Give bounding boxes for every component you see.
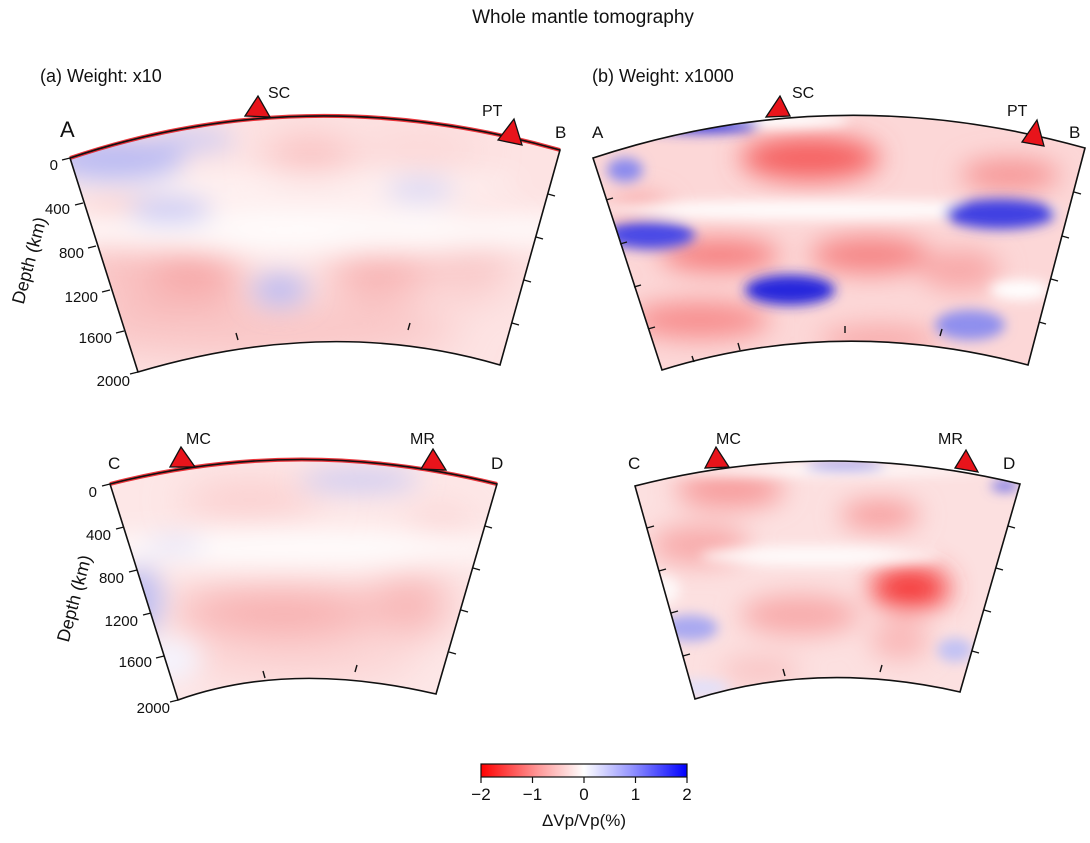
section-a-bottom: MC MR C D 0 400 800 1200 1600 2000 Depth… xyxy=(53,431,503,717)
depth-axis-label: Depth (km) xyxy=(53,553,95,644)
section-end-label: B xyxy=(1069,123,1080,142)
colorbar-tick-label: −2 xyxy=(471,785,490,804)
figure-title: Whole mantle tomography xyxy=(472,7,694,28)
depth-tick-labels: 0 400 800 1200 1600 2000 xyxy=(45,157,130,390)
section-start-label: C xyxy=(628,454,640,473)
panel-label-b: (b) Weight: x1000 xyxy=(592,66,734,86)
depth-tick-label: 1200 xyxy=(105,613,138,630)
depth-axis-label: Depth (km) xyxy=(8,215,50,306)
depth-tick-label: 400 xyxy=(45,201,70,218)
colorbar-tick-label: 0 xyxy=(579,785,588,804)
colorbar-label: ΔVp/Vp(%) xyxy=(542,811,626,830)
depth-tick-label: 1200 xyxy=(65,289,98,306)
depth-tick-label: 0 xyxy=(89,484,97,501)
section-end-label: B xyxy=(555,123,566,142)
station-label: PT xyxy=(482,103,503,120)
station-label: SC xyxy=(792,85,814,102)
section-start-label: A xyxy=(592,123,604,142)
colorbar-tick-label: −1 xyxy=(523,785,542,804)
depth-tick-label: 2000 xyxy=(97,373,130,390)
station-label: MC xyxy=(716,431,741,448)
section-b-top: SC PT A B xyxy=(591,85,1086,371)
station-label: PT xyxy=(1007,103,1028,120)
section-end-label: D xyxy=(1003,454,1015,473)
station-label: MR xyxy=(410,431,435,448)
colorbar-tick-label: 2 xyxy=(682,785,691,804)
depth-tick-label: 800 xyxy=(99,570,124,587)
depth-tick-label: 1600 xyxy=(79,330,112,347)
section-a-top: SC PT A B 0 400 800 1200 1600 2000 Depth… xyxy=(8,85,566,390)
depth-tick-label: 400 xyxy=(86,527,111,544)
station-label: MC xyxy=(186,431,211,448)
station-label: MR xyxy=(938,431,963,448)
section-end-label: D xyxy=(491,454,503,473)
depth-tick-label: 0 xyxy=(50,157,58,174)
depth-tick-labels: 0 400 800 1200 1600 2000 xyxy=(86,484,170,717)
section-b-bottom: MC MR C D xyxy=(628,431,1022,701)
station-label: SC xyxy=(268,85,290,102)
colorbar: −2 −1 0 1 2 ΔVp/Vp(%) xyxy=(471,763,692,830)
depth-tick-label: 1600 xyxy=(119,654,152,671)
colorbar-gradient xyxy=(480,763,688,778)
colorbar-tick-label: 1 xyxy=(631,785,640,804)
section-start-label: A xyxy=(60,117,75,142)
panel-label-a: (a) Weight: x10 xyxy=(40,66,162,86)
depth-tick-label: 2000 xyxy=(137,700,170,717)
depth-tick-label: 800 xyxy=(59,245,84,262)
section-start-label: C xyxy=(108,454,120,473)
